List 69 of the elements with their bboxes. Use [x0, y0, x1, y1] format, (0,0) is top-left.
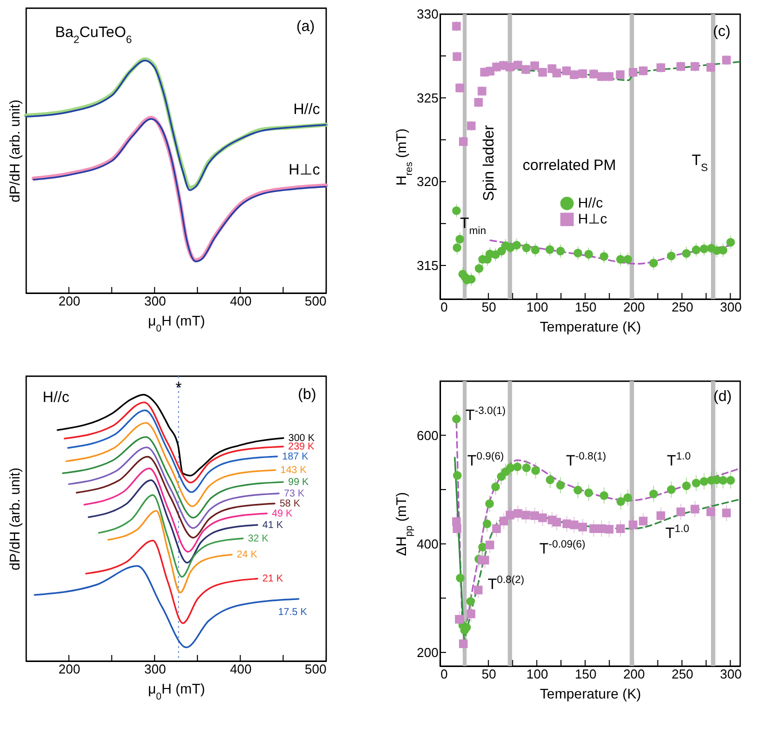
- series-label: 17.5 K: [278, 606, 308, 618]
- series-label: 99 K: [288, 477, 310, 488]
- y-axis-title: dP/dH (arb. unit): [6, 100, 22, 202]
- x-tick-label: 200: [58, 294, 80, 308]
- x-tick-label: 200: [623, 666, 645, 682]
- x-tick-label: 200: [58, 662, 80, 676]
- x-tick-label: 500: [304, 662, 326, 676]
- annotation: T$^{1.0}$: [665, 522, 690, 542]
- series-label: H//c: [293, 100, 320, 118]
- x-axis-title: μ$_{0}$H (mT): [148, 312, 206, 334]
- x-tick-label: 250: [672, 666, 694, 682]
- x-tick-label: 150: [574, 300, 597, 314]
- series-label: H⊥c: [288, 162, 320, 179]
- y-axis-title: dP/dH (arb. unit): [6, 468, 22, 570]
- series-label: 58 K: [280, 498, 300, 510]
- series-label: 24 K: [236, 550, 258, 561]
- x-tick-label: 300: [144, 662, 166, 676]
- x-tick-label: 0: [440, 300, 448, 314]
- x-tick-label: 400: [230, 294, 252, 308]
- x-tick-label: 100: [526, 300, 548, 314]
- x-tick-label: 300: [720, 300, 742, 314]
- legend-label: H⊥c: [578, 210, 608, 226]
- annotation: T$^{-3.0(1)}$: [466, 404, 506, 424]
- y-tick-label: 315: [416, 258, 438, 273]
- annotation: T$^{-0.8(1)}$: [566, 450, 606, 470]
- x-tick-label: 50: [482, 300, 496, 314]
- series-label: 187 K: [282, 451, 309, 462]
- annotation: (d): [713, 388, 732, 406]
- annotation: T$_{min}$: [460, 215, 486, 238]
- x-axis-title: Temperature (K): [540, 686, 642, 702]
- series-label: 73 K: [284, 488, 305, 500]
- series-label: 239 K: [288, 442, 315, 453]
- series-label: 32 K: [248, 533, 269, 544]
- ref-line-label: *: [175, 380, 182, 397]
- annotation: T$^{0.8(2)}$: [488, 574, 524, 594]
- y-tick-label: 320: [416, 174, 438, 190]
- annotation: T$^{-0.09(6)}$: [539, 538, 586, 558]
- annotation: T$^{0.9(6)}$: [467, 450, 504, 470]
- legend-label: H//c: [578, 194, 603, 210]
- annotation: Spin ladder: [480, 125, 498, 201]
- y-tick-label: 600: [416, 428, 438, 443]
- x-tick-label: 0: [440, 666, 448, 682]
- annotation: T$^{1.0}$: [666, 450, 691, 470]
- x-tick-label: 400: [230, 662, 252, 676]
- x-tick-label: 50: [482, 666, 496, 682]
- annotation: (c): [712, 23, 730, 40]
- text: (a): [296, 18, 315, 35]
- x-tick-label: 150: [574, 666, 597, 682]
- x-tick-label: 200: [623, 300, 645, 314]
- x-tick-label: 300: [144, 294, 166, 308]
- x-tick-label: 100: [526, 666, 548, 682]
- y-tick-label: 325: [416, 90, 438, 106]
- x-axis-title: Temperature (K): [540, 318, 642, 334]
- annotation: T$_{S}$: [692, 152, 708, 174]
- series-label: 49 K: [272, 508, 293, 520]
- annotation: correlated PM: [522, 156, 616, 174]
- y-tick-label: 400: [416, 536, 438, 552]
- annotation: (b): [298, 386, 316, 404]
- y-tick-label: 200: [416, 644, 438, 660]
- y-tick-label: 330: [416, 6, 438, 22]
- x-tick-label: 500: [304, 294, 326, 308]
- series-label: 41 K: [262, 520, 284, 531]
- series-label: 143 K: [280, 465, 307, 476]
- x-tick-label: 300: [720, 666, 742, 682]
- text: Ba$_{2}$CuTeO$_{6}$: [55, 24, 132, 46]
- series-label: 21 K: [262, 574, 284, 585]
- annotation: H//c: [42, 388, 70, 406]
- x-axis-title: μ$_{0}$H (mT): [148, 680, 206, 702]
- x-tick-label: 250: [672, 300, 694, 314]
